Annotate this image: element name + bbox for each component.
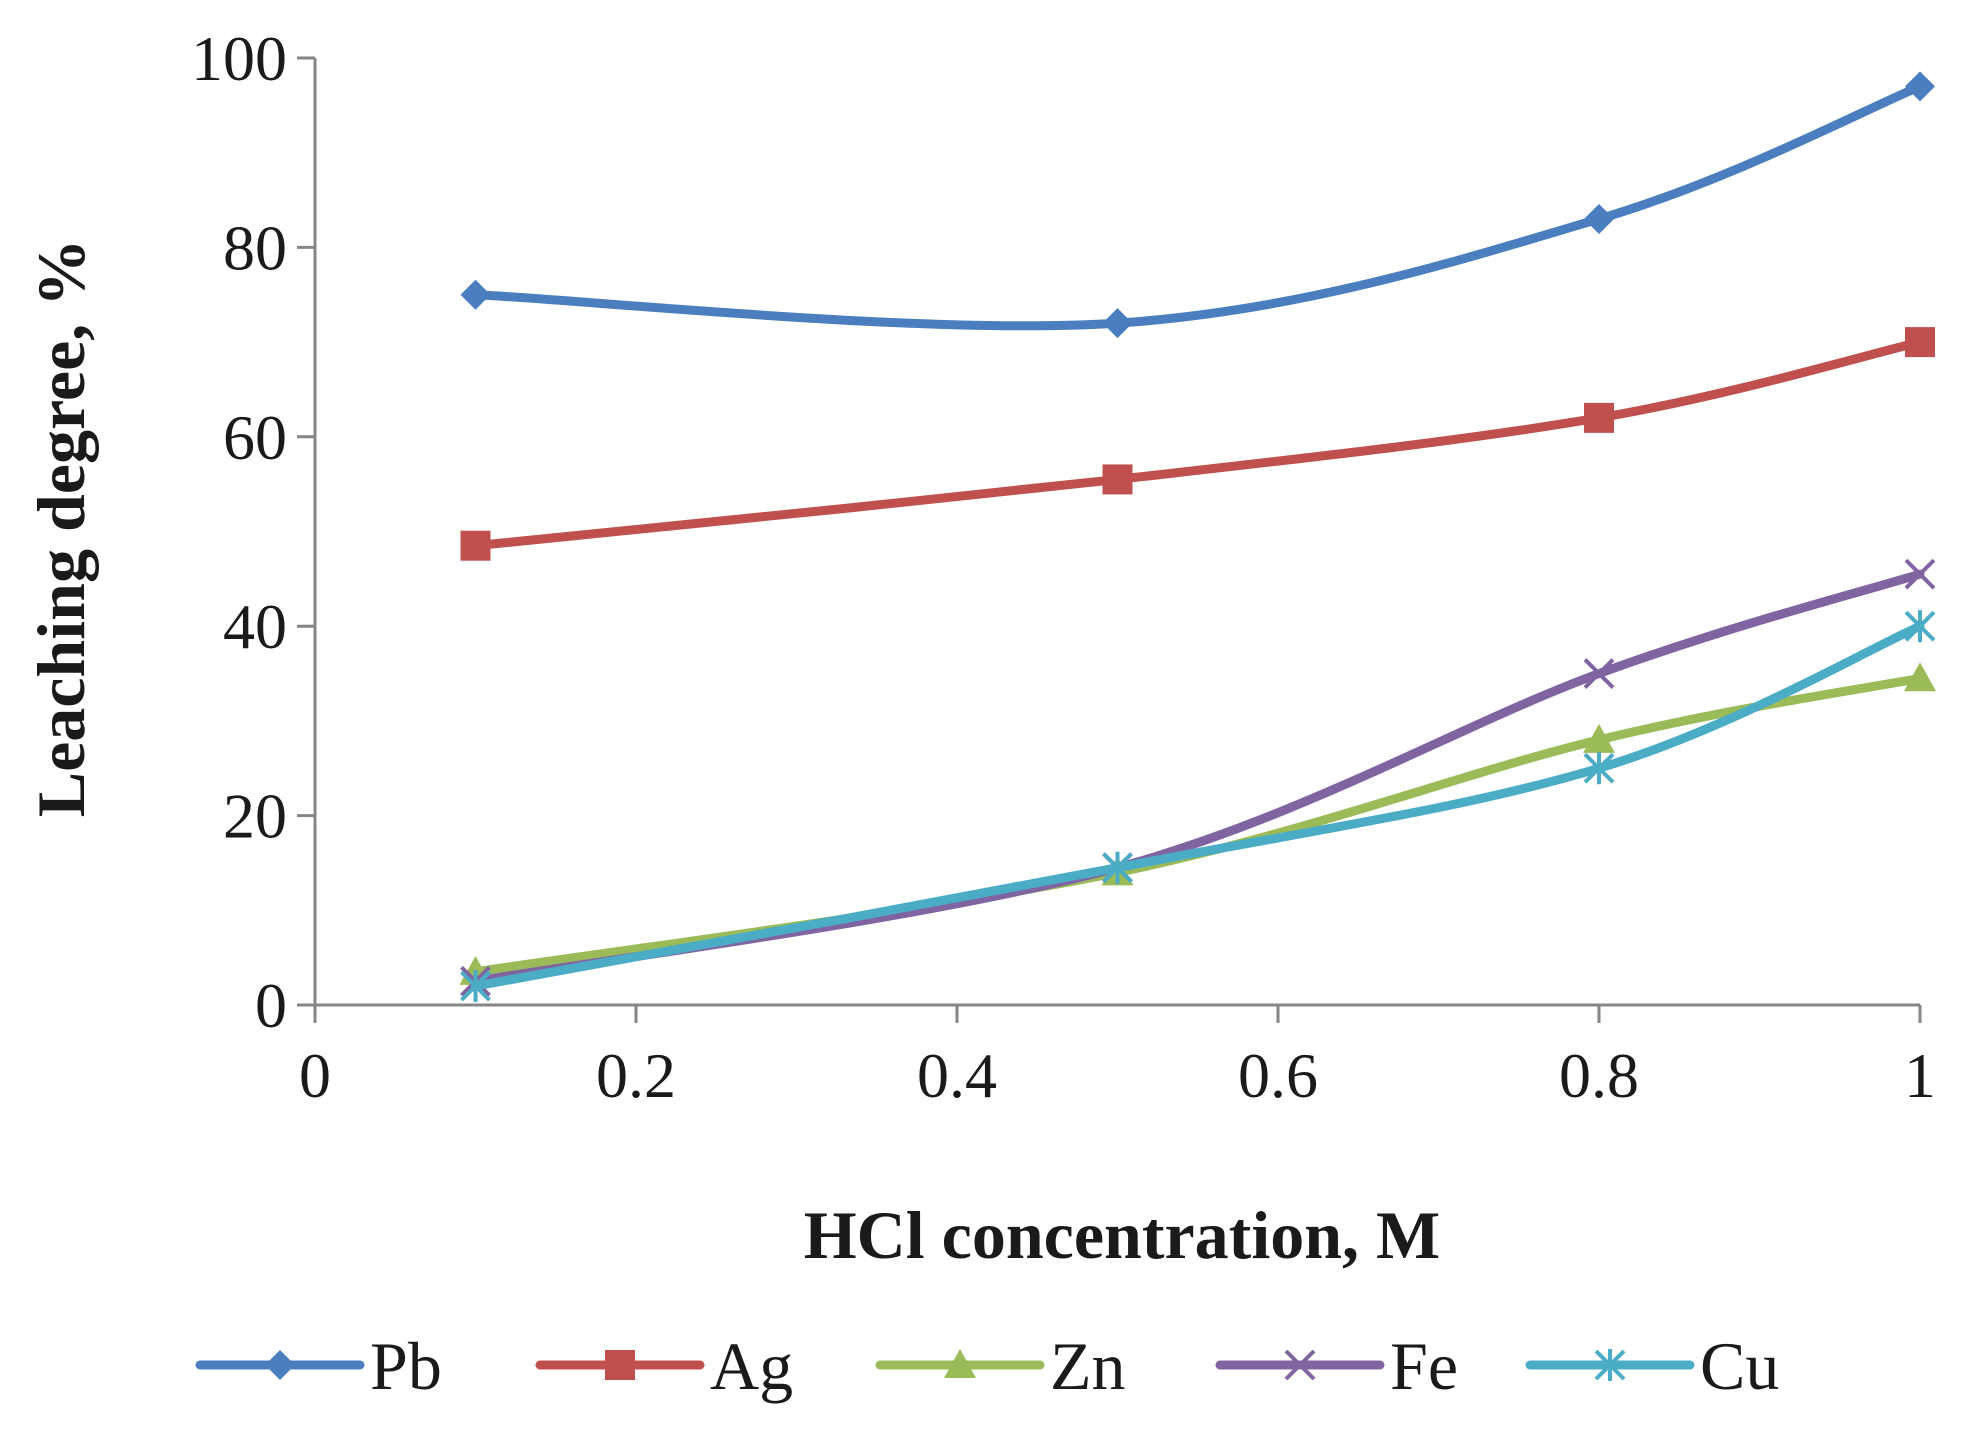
data-point-ag <box>1102 464 1133 495</box>
y-tick-label: 100 <box>191 23 287 94</box>
series-fe <box>460 558 1936 997</box>
y-axis-title: Leaching degree, % <box>23 239 99 818</box>
series-pb <box>460 71 1935 339</box>
legend-label: Zn <box>1050 1328 1126 1404</box>
x-tick-label: 0 <box>299 1040 331 1111</box>
y-tick-label: 40 <box>223 591 287 662</box>
data-point-pb <box>1905 71 1935 102</box>
legend-label: Fe <box>1390 1328 1458 1404</box>
data-point-cu <box>1583 752 1615 785</box>
series-layer <box>459 71 1936 1003</box>
data-point-pb <box>1102 308 1133 339</box>
legend-marker <box>265 1350 295 1380</box>
data-point-ag <box>1584 402 1614 433</box>
legend-item-zn: Zn <box>875 1328 1126 1404</box>
legend-marker <box>944 1349 976 1378</box>
x-axis-title: HCl concentration, M <box>804 1197 1440 1273</box>
series-line-ag <box>471 337 1925 551</box>
series-line-cu <box>471 621 1925 991</box>
legend-label: Cu <box>1700 1328 1779 1404</box>
legend-label: Pb <box>370 1328 442 1404</box>
legend-item-ag: Ag <box>535 1328 793 1404</box>
legend-marker <box>1594 1349 1626 1381</box>
series-line-zn <box>471 673 1925 977</box>
data-point-fe <box>1904 558 1936 590</box>
legend: Pb Ag Zn Fe Cu <box>195 1328 1779 1404</box>
legend-item-pb: Pb <box>195 1328 442 1404</box>
data-point-cu <box>460 970 491 1003</box>
series-cu <box>460 610 1936 1003</box>
series-ag <box>460 327 1935 561</box>
data-point-zn <box>1583 723 1615 753</box>
data-point-pb <box>1584 203 1614 234</box>
legend-marker <box>1284 1349 1316 1381</box>
x-tick-label: 0.8 <box>1559 1040 1639 1111</box>
legend-marker <box>605 1350 635 1380</box>
legend-item-fe: Fe <box>1215 1328 1458 1404</box>
y-tick-label: 0 <box>255 970 287 1041</box>
axes: 0 20 40 60 80 100 0 0.2 0.4 0.6 0.8 1 <box>191 23 1936 1111</box>
x-tick-label: 0.6 <box>1238 1040 1318 1111</box>
data-point-fe <box>1583 658 1615 689</box>
legend-item-cu: Cu <box>1525 1328 1779 1404</box>
data-point-zn <box>1904 662 1936 692</box>
data-point-cu <box>1904 610 1936 643</box>
y-tick-label: 20 <box>223 781 287 852</box>
series-line-fe <box>471 569 1925 986</box>
data-point-ag <box>1905 327 1935 358</box>
legend-label: Ag <box>710 1328 793 1404</box>
data-point-pb <box>460 279 491 310</box>
x-tick-label: 0.4 <box>917 1040 997 1111</box>
series-line-pb <box>471 81 1925 331</box>
data-point-cu <box>1102 851 1133 884</box>
data-point-ag <box>460 530 491 561</box>
x-tick-label: 1 <box>1904 1040 1936 1111</box>
y-tick-label: 80 <box>223 212 287 283</box>
y-tick-label: 60 <box>223 402 287 473</box>
x-tick-label: 0.2 <box>596 1040 676 1111</box>
series-zn <box>459 662 1936 985</box>
